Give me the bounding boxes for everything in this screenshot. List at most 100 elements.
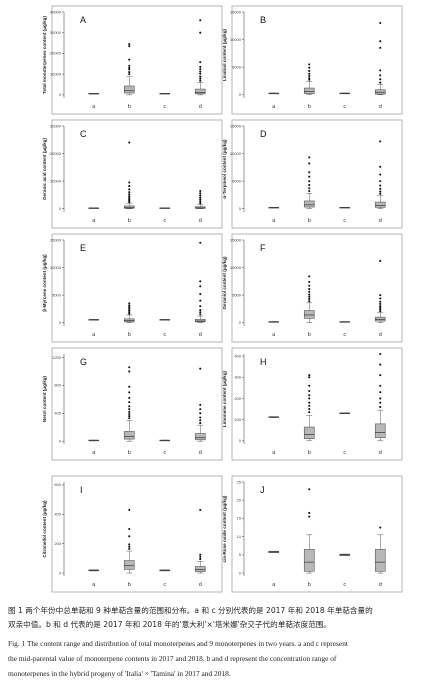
outlier-point <box>128 43 131 46</box>
y-axis-label: Geraniol content (μg/kg) <box>222 256 227 310</box>
outlier-point <box>379 259 382 262</box>
caption-en-line-1: Fig. 1 The content range and distributio… <box>8 639 348 648</box>
y-tick-label: 800 <box>54 383 61 388</box>
category-label-b: b <box>128 218 131 224</box>
outlier-point <box>199 558 202 561</box>
y-axis-label: Nerol content (μg/kg) <box>42 375 47 422</box>
category-label-c: c <box>343 104 346 110</box>
outlier-point <box>199 194 202 197</box>
panel-letter: A <box>80 15 86 25</box>
category-label-d: d <box>379 218 382 224</box>
y-axis-label: cis-Rose oxide content (μg/kg) <box>222 495 227 562</box>
boxplot-b <box>303 488 315 574</box>
y-tick-label: 5000 <box>232 178 242 183</box>
outlier-point <box>379 74 382 77</box>
outlier-point <box>199 68 202 71</box>
y-tick-label: 10000 <box>230 265 242 270</box>
figure-caption-english: Fig. 1 The content range and distributio… <box>8 636 430 681</box>
category-label-a: a <box>272 582 276 588</box>
outlier-point <box>128 366 131 369</box>
outlier-point <box>308 297 311 301</box>
outlier-point <box>308 162 311 165</box>
outlier-point <box>128 415 131 418</box>
outlier-point <box>308 515 311 518</box>
box-iqr <box>303 87 315 94</box>
panel-J: 0 5 10 15 20 25 cis-Rose oxide content (μg/kg)… <box>222 475 403 593</box>
outlier-point <box>379 180 382 183</box>
y-tick-label: 0 <box>239 438 242 443</box>
outlier-point <box>308 376 311 379</box>
outlier-point <box>199 403 202 406</box>
category-label-b: b <box>308 218 311 224</box>
panel-E: 0 5000 10000 15000 β-Myrcene content (μg/kg)… <box>42 233 223 343</box>
boxplot-d <box>194 367 206 442</box>
category-label-a: a <box>92 582 96 588</box>
panel-letter: F <box>260 243 266 253</box>
outlier-point <box>379 308 382 311</box>
outlier-point <box>128 304 131 307</box>
caption-en-line-2: the mid-parental value of monoterpene co… <box>8 654 337 663</box>
category-label-a: a <box>92 104 96 110</box>
panel-letter: G <box>80 357 87 367</box>
outlier-point <box>379 21 382 25</box>
panel-B: 0 5000 10000 15000 Linalool content (μg/kg) B… <box>222 5 403 115</box>
box-iqr <box>194 319 206 323</box>
outlier-point <box>308 175 311 178</box>
outlier-point <box>199 241 202 244</box>
outlier-point <box>308 397 311 400</box>
outlier-point <box>128 547 131 550</box>
panel-letter: J <box>260 485 265 495</box>
panel-frame <box>51 233 223 343</box>
boxplot-d <box>194 508 206 574</box>
outlier-point <box>199 553 202 556</box>
y-tick-label: 10000 <box>50 71 62 76</box>
boxplot-d <box>374 21 386 95</box>
boxplot-b <box>303 275 315 323</box>
boxplot-c <box>159 207 171 209</box>
outlier-point <box>379 405 382 408</box>
box-iqr <box>303 549 315 572</box>
outlier-point <box>379 374 382 377</box>
outlier-point <box>128 193 131 196</box>
outlier-point <box>199 192 202 195</box>
panel-frame <box>51 475 223 593</box>
y-tick-label: 100 <box>234 417 241 422</box>
outlier-point <box>199 419 202 422</box>
box-iqr <box>374 201 386 208</box>
outlier-point <box>199 202 202 205</box>
y-tick-label: 10000 <box>230 151 242 156</box>
outlier-point <box>128 64 131 67</box>
caption-en-line-3: monoterpenes in the hybrid progeny of 'I… <box>8 669 231 678</box>
outlier-point <box>199 72 202 75</box>
outlier-point <box>308 401 311 404</box>
outlier-point <box>379 305 382 308</box>
caption-cn-line-1: 图 1 两个年份中总单萜和 9 种单萜含量的范围和分布。a 和 c 分别代表的是… <box>8 606 373 615</box>
outlier-point <box>308 63 311 66</box>
outlier-point <box>128 370 131 373</box>
outlier-point <box>379 401 382 404</box>
outlier-point <box>308 394 311 397</box>
panel-C: 0 10000 20000 30000 Geranic acid content (μg… <box>42 119 223 229</box>
panel-frame <box>231 119 403 229</box>
box-iqr <box>123 560 135 570</box>
boxplot-b <box>123 508 135 574</box>
category-label-d: d <box>199 450 202 456</box>
outlier-point <box>379 302 382 305</box>
outlier-point <box>199 200 202 203</box>
boxplot-d <box>374 140 386 209</box>
category-label-d: d <box>199 582 202 588</box>
category-label-b: b <box>308 104 311 110</box>
boxplot-a <box>268 92 280 95</box>
outlier-point <box>308 156 311 159</box>
y-axis-label: Limonene content (μg/kg) <box>222 370 227 427</box>
box-iqr <box>303 426 315 440</box>
outlier-point <box>199 299 202 302</box>
outlier-point <box>199 65 202 68</box>
category-label-c: c <box>343 332 346 338</box>
outlier-point <box>308 408 311 411</box>
category-label-a: a <box>92 218 96 224</box>
outlier-point <box>379 173 382 176</box>
outlier-point <box>379 526 382 529</box>
y-tick-label: 0 <box>239 320 242 325</box>
outlier-point <box>199 19 202 22</box>
